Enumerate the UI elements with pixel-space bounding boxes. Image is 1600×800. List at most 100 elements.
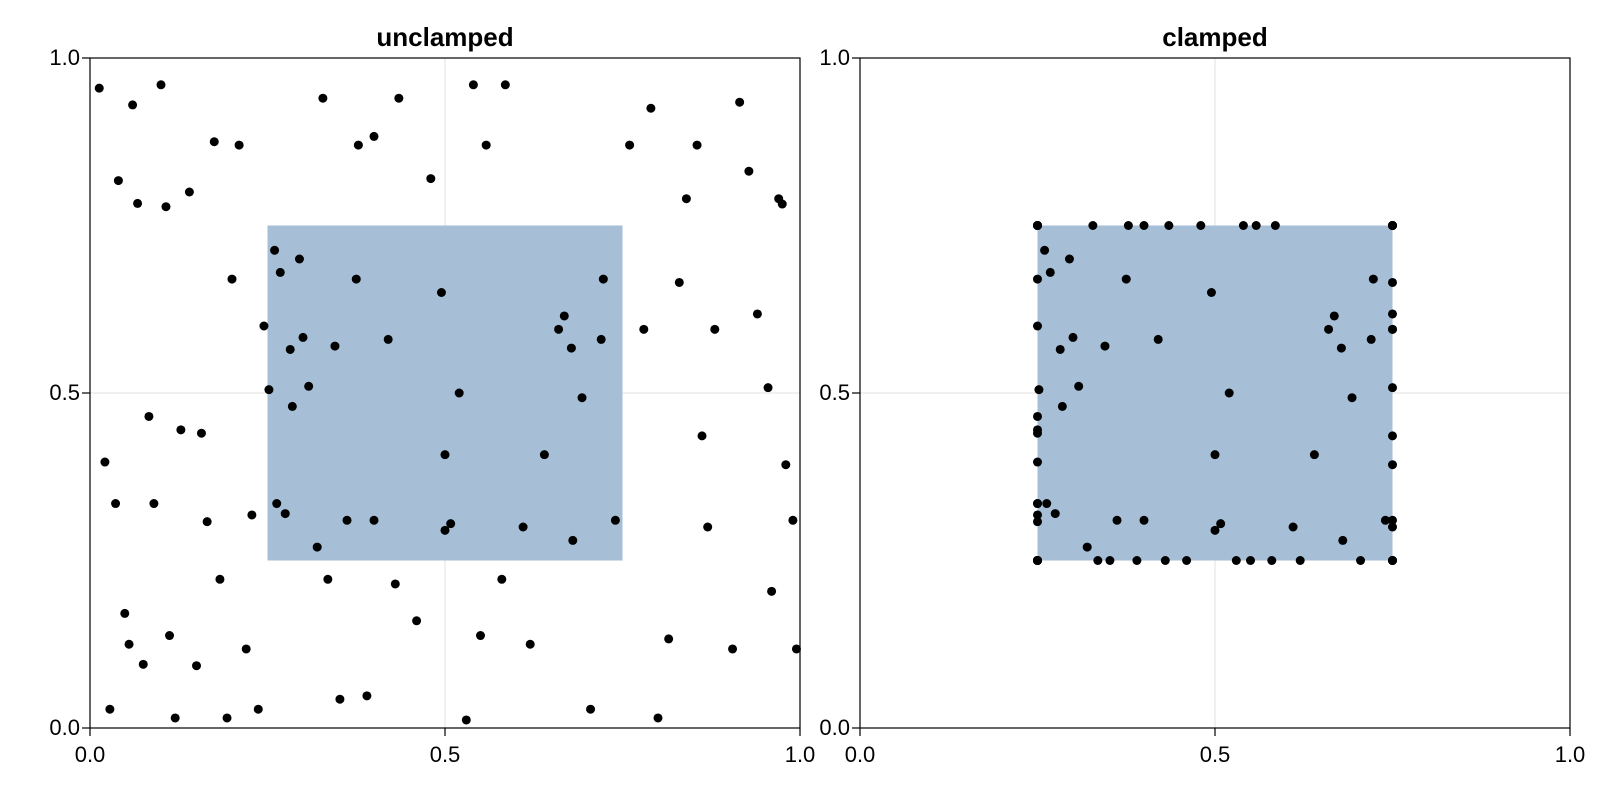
data-point [1330, 311, 1339, 320]
data-point [323, 575, 332, 584]
data-point [1388, 516, 1397, 525]
data-point [228, 275, 237, 284]
data-point [611, 516, 620, 525]
data-point [105, 705, 114, 714]
data-point [1124, 221, 1133, 230]
data-point [125, 640, 134, 649]
data-point [519, 523, 528, 532]
data-point [304, 382, 313, 391]
data-point [270, 246, 279, 255]
data-point [1388, 556, 1397, 565]
data-point [412, 616, 421, 625]
xtick-label: 0.5 [430, 742, 461, 768]
data-point [288, 402, 297, 411]
data-point [264, 385, 273, 394]
ytick-label: 1.0 [49, 45, 80, 71]
data-point [788, 516, 797, 525]
data-point [1296, 556, 1305, 565]
data-point [1239, 221, 1248, 230]
data-point [664, 634, 673, 643]
data-point [1164, 221, 1173, 230]
data-point [1093, 556, 1102, 565]
data-point [1140, 221, 1149, 230]
data-point [128, 100, 137, 109]
data-point [476, 631, 485, 640]
data-point [242, 644, 251, 653]
data-point [394, 94, 403, 103]
data-point [639, 325, 648, 334]
data-point [1289, 523, 1298, 532]
data-point [192, 661, 201, 670]
data-point [370, 516, 379, 525]
data-point [1069, 333, 1078, 342]
data-point [1033, 429, 1042, 438]
panel-unclamped: unclamped [90, 58, 800, 728]
data-point [1388, 383, 1397, 392]
xtick-label: 0.5 [1200, 742, 1231, 768]
data-point [728, 644, 737, 653]
data-point [1369, 275, 1378, 284]
data-point [144, 412, 153, 421]
data-point [1033, 556, 1042, 565]
data-point [441, 450, 450, 459]
data-point [1058, 402, 1067, 411]
data-point [272, 499, 281, 508]
data-point [1271, 221, 1280, 230]
data-point [710, 325, 719, 334]
data-point [362, 691, 371, 700]
data-point [1267, 556, 1276, 565]
data-point [1033, 221, 1042, 230]
data-point [276, 268, 285, 277]
data-point [281, 509, 290, 518]
xtick-label: 1.0 [785, 742, 816, 768]
data-point [185, 188, 194, 197]
data-point [482, 141, 491, 150]
data-point [1033, 499, 1042, 508]
data-point [354, 141, 363, 150]
data-point [698, 431, 707, 440]
data-point [149, 499, 158, 508]
data-point [540, 450, 549, 459]
data-point [111, 499, 120, 508]
data-point [215, 575, 224, 584]
data-point [703, 523, 712, 532]
data-point [295, 255, 304, 264]
data-point [161, 202, 170, 211]
data-point [1100, 342, 1109, 351]
ytick-label: 0.0 [49, 715, 80, 741]
data-point [554, 325, 563, 334]
data-point [1105, 556, 1114, 565]
data-point [1337, 344, 1346, 353]
data-point [1367, 335, 1376, 344]
data-point [764, 383, 773, 392]
data-point [254, 705, 263, 714]
data-point [1033, 412, 1042, 421]
data-point [1324, 325, 1333, 334]
data-point [1033, 322, 1042, 331]
data-point [120, 609, 129, 618]
data-point [1033, 458, 1042, 467]
data-point [1034, 385, 1043, 394]
data-point [1388, 460, 1397, 469]
data-point [286, 345, 295, 354]
data-point [313, 543, 322, 552]
data-point [1113, 516, 1122, 525]
data-point [735, 98, 744, 107]
data-point [1211, 450, 1220, 459]
data-point [330, 342, 339, 351]
xtick-label: 0.0 [75, 742, 106, 768]
data-point [654, 713, 663, 722]
ytick-label: 0.5 [819, 380, 850, 406]
data-point [1154, 335, 1163, 344]
data-point [1182, 556, 1191, 565]
data-point [1216, 519, 1225, 528]
data-point [1348, 393, 1357, 402]
data-point [455, 389, 464, 398]
data-point [462, 715, 471, 724]
xtick-label: 0.0 [845, 742, 876, 768]
data-point [1338, 536, 1347, 545]
data-point [247, 510, 256, 519]
data-point [1388, 309, 1397, 318]
data-point [318, 94, 327, 103]
data-point [1046, 268, 1055, 277]
